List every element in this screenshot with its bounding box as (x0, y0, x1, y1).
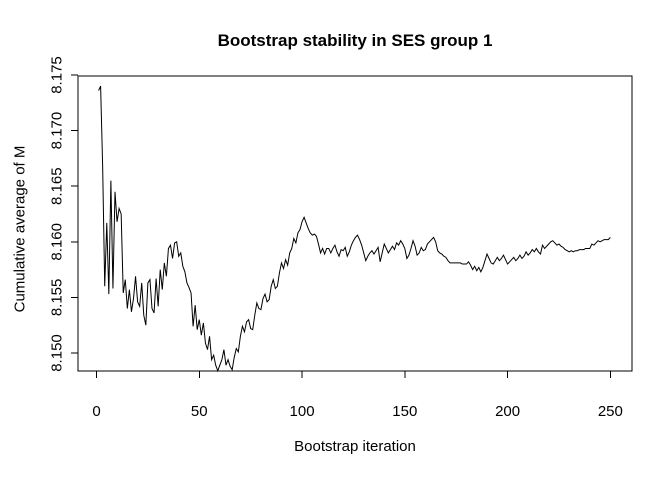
x-axis-title: Bootstrap iteration (294, 438, 416, 455)
x-tick-label: 0 (92, 403, 100, 420)
y-tick-label: 8.150 (49, 334, 66, 372)
x-tick-label: 250 (598, 403, 623, 420)
x-tick-label: 200 (495, 403, 520, 420)
x-tick-label: 150 (392, 403, 417, 420)
series-line (98, 85, 611, 373)
y-tick-label: 8.170 (49, 112, 66, 150)
y-tick-label: 8.155 (49, 279, 66, 317)
x-tick-label: 50 (191, 403, 208, 420)
y-tick-label: 8.175 (49, 56, 66, 94)
y-tick-label: 8.165 (49, 167, 66, 205)
x-tick-label: 100 (290, 403, 315, 420)
plot-border (77, 75, 633, 372)
chart-title: Bootstrap stability in SES group 1 (217, 31, 493, 50)
y-axis-title: Cumulative average of M (11, 145, 29, 313)
y-tick-label: 8.160 (49, 223, 66, 261)
